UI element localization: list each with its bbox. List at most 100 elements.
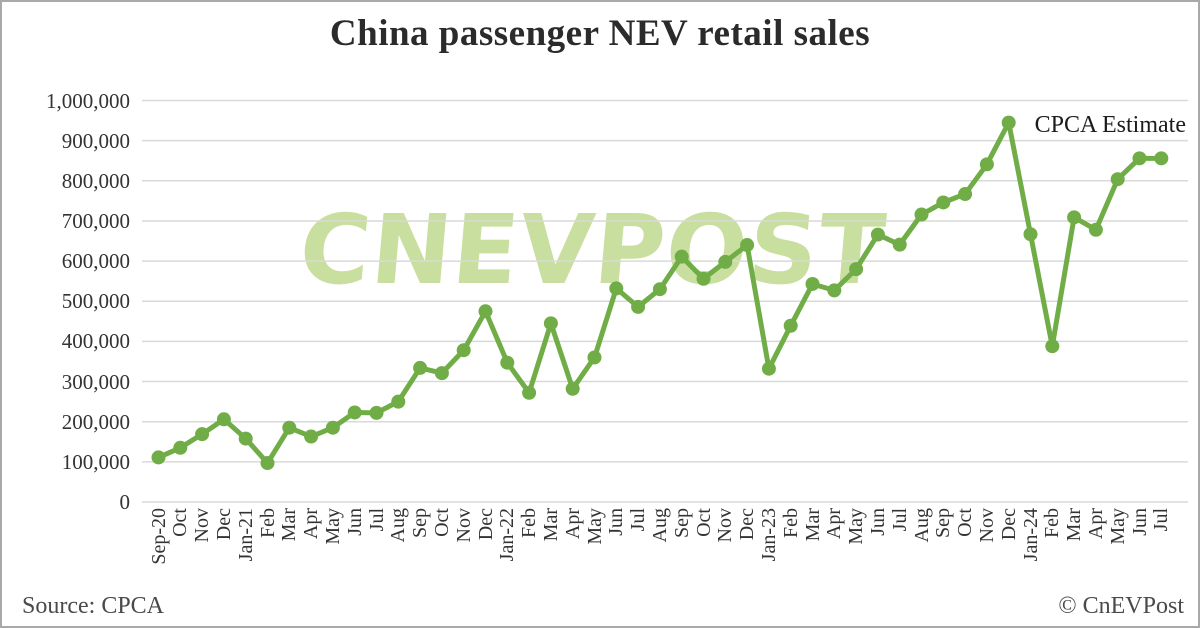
x-tick-label: Sep [931,508,955,592]
x-tick-label-text: Aug [648,508,671,543]
x-tick-label: Jan-23 [757,508,781,592]
x-tick-label-text: Sep [932,508,955,538]
x-tick-label: Nov [190,508,214,592]
x-tick-label-text: Nov [191,508,214,543]
data-point [674,249,689,264]
data-point [1023,227,1038,242]
data-point [631,299,646,314]
x-tick-label: Jul [365,508,389,592]
x-tick-label: Nov [975,508,999,592]
x-tick-label-text: Oct [954,508,977,537]
x-tick-label-text: Aug [910,508,933,543]
x-tick-label: Oct [692,508,716,592]
x-tick-label: Oct [430,508,454,592]
x-tick-label: Sep-20 [147,508,171,592]
y-tick-label: 800,000 [61,168,130,193]
data-point [914,207,929,222]
data-point [434,366,449,381]
x-tick-label-text: Oct [692,508,715,537]
data-point [565,381,580,396]
x-tick-label-text: Mar [278,508,301,542]
x-tick-label-text: May [1106,508,1129,545]
x-tick-label: Apr [822,508,846,592]
x-tick-label-text: Oct [430,508,453,537]
x-tick-label: Jul [626,508,650,592]
source-label: Source: CPCA [22,593,165,619]
x-tick-label: Feb [256,508,280,592]
data-point [979,157,994,172]
x-tick-label: Nov [713,508,737,592]
x-tick-label-text: Sep [409,508,432,538]
x-tick-label-text: Jan-24 [1019,508,1042,562]
x-tick-label: Oct [168,508,192,592]
data-point [783,318,798,333]
x-tick-label: Dec [212,508,236,592]
x-tick-label: Mar [1062,508,1086,592]
data-point [609,281,624,296]
data-point [325,420,340,435]
x-tick-label: Mar [277,508,301,592]
x-tick-label-text: Feb [256,508,279,538]
x-tick-label: Oct [953,508,977,592]
x-tick-label: May [844,508,868,592]
x-tick-label-text: Feb [1041,508,1064,538]
x-tick-label: Dec [735,508,759,592]
y-tick-label: 700,000 [61,208,130,233]
data-point [151,450,166,465]
x-tick-label-text: Sep-20 [147,508,170,565]
x-tick-label-text: Nov [975,508,998,543]
data-point [282,420,297,435]
x-tick-label: Jan-21 [234,508,258,592]
x-tick-label: Apr [299,508,323,592]
x-tick-label-text: Apr [300,508,323,540]
x-tick-label-text: May [583,508,606,545]
data-point [892,237,907,252]
x-tick-label-text: May [845,508,868,545]
data-point [740,238,755,253]
x-tick-label: Nov [452,508,476,592]
data-point [805,276,820,291]
x-tick-label: Aug [910,508,934,592]
x-tick-label-text: Dec [474,508,497,541]
x-tick-label: Aug [648,508,672,592]
x-tick-label: May [1106,508,1130,592]
data-point [1067,210,1082,225]
data-point [652,282,667,297]
data-point [1045,339,1060,354]
data-point [1132,151,1147,166]
x-tick-label-text: Jan-22 [496,508,519,562]
data-point [347,405,362,420]
y-tick-label: 500,000 [61,289,130,314]
x-tick-label: Jun [343,508,367,592]
data-series [151,115,1169,471]
data-point [260,456,275,471]
x-tick-label-text: Feb [779,508,802,538]
x-tick-label-text: Jun [1128,508,1151,536]
data-point [413,360,428,375]
x-tick-label: Jul [1149,508,1173,592]
data-point [369,405,384,420]
x-tick-label-text: Nov [714,508,737,543]
x-tick-label: Sep [408,508,432,592]
x-tick-label-text: Apr [1084,508,1107,540]
x-tick-label-text: Jan-23 [757,508,780,562]
x-tick-label-text: Dec [212,508,235,541]
x-tick-label-text: May [321,508,344,545]
data-point [1110,172,1125,187]
data-point [1088,222,1103,237]
x-tick-label: Jul [888,508,912,592]
x-tick-label-text: Sep [670,508,693,538]
data-point [1001,115,1016,130]
data-point [195,427,210,442]
x-tick-label-text: Feb [518,508,541,538]
x-tick-label-text: Jun [866,508,889,536]
chart-title: China passenger NEV retail sales [329,13,871,54]
y-tick-label: 300,000 [61,369,130,394]
x-tick-label-text: Jan-21 [234,508,257,562]
x-tick-label: Mar [801,508,825,592]
x-tick-label-text: Aug [387,508,410,543]
x-tick-label: Feb [1040,508,1064,592]
x-tick-label-text: Jul [888,508,911,532]
